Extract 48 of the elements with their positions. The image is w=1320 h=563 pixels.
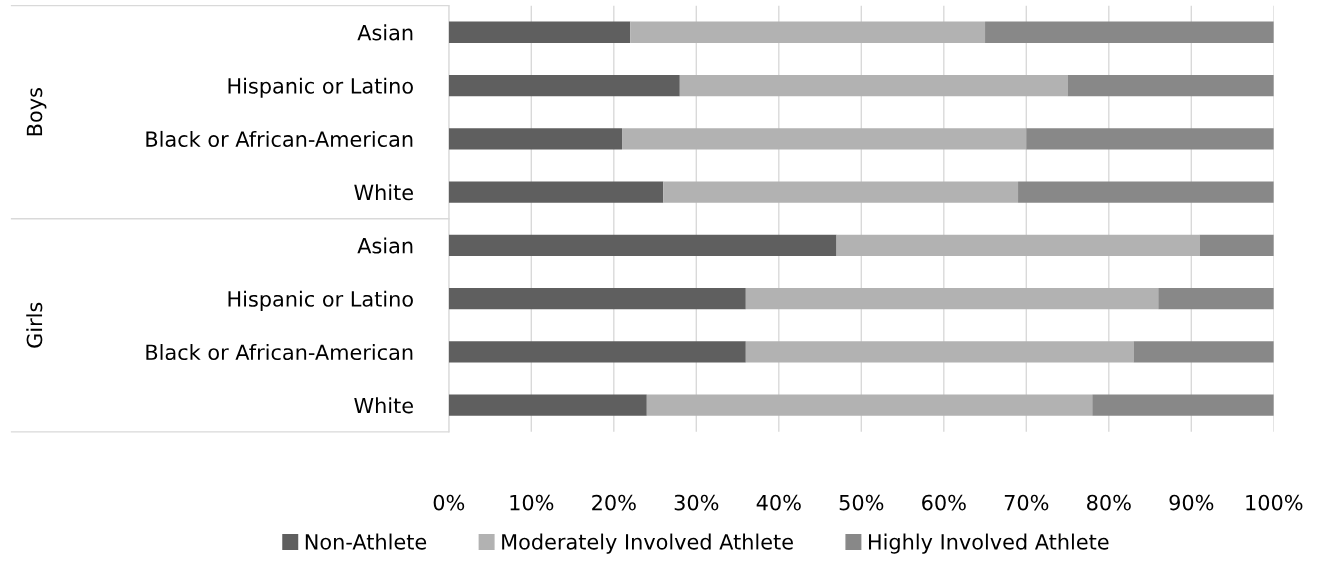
bar [448, 74, 680, 97]
y-tick-label: Black or African-American [146, 344, 413, 361]
text: Girls [26, 302, 43, 348]
legend-label: Non-Athlete [305, 533, 427, 550]
bar [836, 234, 1200, 257]
bar [1133, 341, 1274, 363]
x-tick-label: 60% [922, 494, 966, 511]
x-tick-label: 40% [756, 494, 801, 511]
y-tick-label: Asian [357, 24, 413, 41]
bar [1067, 74, 1274, 97]
bar [745, 341, 1134, 363]
x-tick-label: 50% [839, 494, 884, 511]
bar [622, 128, 1027, 150]
y-tick-label: Hispanic or Latino [228, 77, 413, 98]
bar [448, 21, 631, 43]
x-tick-label: 20% [592, 494, 636, 511]
bar [448, 394, 647, 416]
bar [745, 287, 1159, 310]
bar [448, 181, 664, 203]
bar [630, 21, 986, 43]
bar [448, 128, 623, 150]
x-tick-label: 0% [433, 494, 465, 511]
x-tick-label: 70% [1004, 494, 1049, 511]
x-tick-label: 10% [510, 494, 554, 511]
bar [1158, 287, 1274, 310]
bar [448, 287, 746, 310]
y-tick-label: Asian [357, 237, 413, 254]
legend-label: Moderately Involved Athlete [502, 533, 793, 554]
bar [646, 394, 1093, 416]
legend-label: Highly Involved Athlete [869, 533, 1109, 554]
y-tick-label: White [354, 397, 413, 414]
x-tick-label: 90% [1169, 494, 1214, 511]
y-tick-label: White [354, 184, 413, 201]
bar [663, 181, 1019, 203]
y-tick-label: Black or African-American [146, 130, 413, 148]
bar [448, 341, 746, 363]
bar [448, 234, 837, 257]
bar [985, 21, 1274, 43]
x-tick-label: 30% [674, 494, 719, 511]
y-tick-label: Hispanic or Latino [228, 290, 413, 311]
x-tick-label: 80% [1087, 494, 1131, 511]
x-tick-label: 100% [1246, 494, 1303, 511]
bar [679, 74, 1068, 97]
bar [1018, 181, 1274, 203]
bar [1092, 394, 1274, 416]
bar [1026, 128, 1274, 150]
text: Boys [26, 88, 47, 136]
bar [1199, 234, 1274, 257]
